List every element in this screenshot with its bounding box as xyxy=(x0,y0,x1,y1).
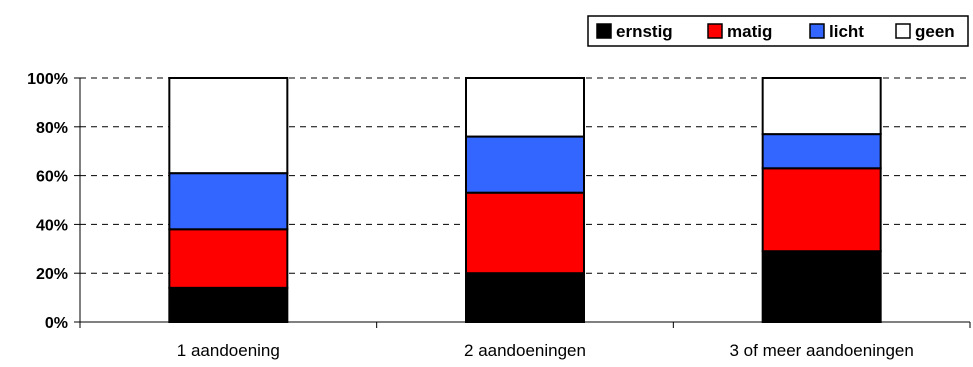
x-tick-label: 2 aandoeningen xyxy=(464,341,586,360)
y-tick-label: 60% xyxy=(36,169,68,186)
legend-swatch-licht xyxy=(809,23,825,39)
legend-label-licht: licht xyxy=(829,22,864,41)
legend-label-matig: matig xyxy=(727,22,772,41)
bar-segment-ernstig xyxy=(761,250,882,324)
x-tick-label: 1 aandoening xyxy=(177,341,280,360)
axes: 0% 20% 40% 60% 80% 100% 1 aandoening 2 aandoeni… xyxy=(27,71,971,360)
y-tick-label: 80% xyxy=(36,120,68,137)
y-tick-label: 100% xyxy=(27,71,68,88)
bar-segment-ernstig xyxy=(465,272,585,324)
legend-label-geen: geen xyxy=(915,22,955,41)
bars xyxy=(168,77,882,324)
y-tick-label: 0% xyxy=(45,315,68,332)
legend: ernstig matig licht geen xyxy=(587,15,969,47)
y-tick-label: 40% xyxy=(36,217,68,234)
bar-segment-geen xyxy=(168,77,289,175)
bar-segment-matig xyxy=(168,228,289,289)
legend-swatch-ernstig xyxy=(596,23,612,39)
bar-segment-matig xyxy=(761,167,882,253)
bar-segment-ernstig xyxy=(168,286,289,323)
y-tick-label: 20% xyxy=(36,266,68,283)
bar-segment-licht xyxy=(168,172,289,231)
x-tick-label: 3 of meer aandoeningen xyxy=(730,341,914,360)
legend-label-ernstig: ernstig xyxy=(616,22,673,41)
legend-swatch-geen xyxy=(895,23,911,39)
bar-segment-licht xyxy=(465,135,585,194)
bar-segment-geen xyxy=(761,77,882,136)
bar-segment-geen xyxy=(465,77,585,138)
bar-segment-matig xyxy=(465,191,585,275)
bar-segment-licht xyxy=(761,133,882,170)
legend-swatch-matig xyxy=(707,23,723,39)
